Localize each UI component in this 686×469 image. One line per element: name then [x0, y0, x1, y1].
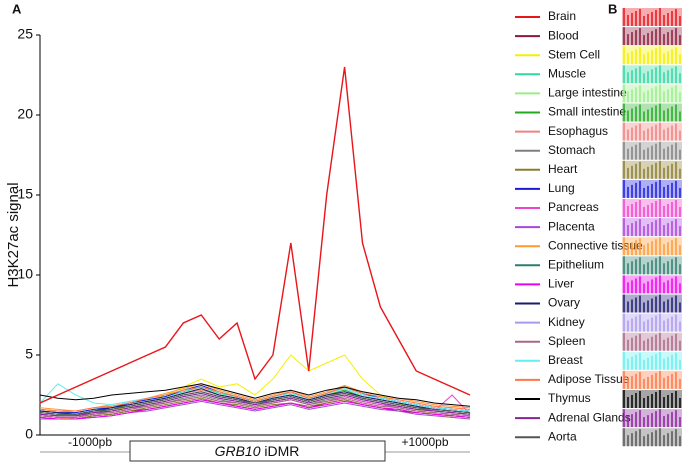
legend-label: Heart [548, 162, 578, 176]
legend-label: Breast [548, 353, 583, 367]
gene-name: GRB10 [215, 443, 261, 459]
annotation: +1000pb [401, 435, 448, 449]
legend-label: Placenta [548, 219, 595, 233]
legend-label: Stem Cell [548, 47, 600, 61]
panel-label: B [608, 1, 617, 16]
legend-label: Stomach [548, 143, 595, 157]
series-line [39, 66, 471, 404]
y-tick-label: 10 [17, 266, 33, 282]
legend-label: Brain [548, 9, 576, 23]
y-tick-label: 0 [25, 426, 33, 442]
legend-label: Aorta [548, 429, 577, 443]
legend-label: Lung [548, 181, 575, 195]
legend-label: Small intestine [548, 105, 626, 119]
legend-label: Liver [548, 277, 574, 291]
annotation: -1000pb [68, 435, 112, 449]
panel-label: A [12, 1, 22, 16]
y-tick-label: 20 [17, 106, 33, 122]
legend-label: Epithelium [548, 257, 604, 271]
legend-label: Spleen [548, 334, 585, 348]
legend-label: Thymus [548, 391, 591, 405]
legend-label: Blood [548, 28, 579, 42]
y-tick-label: 25 [17, 26, 33, 42]
legend-label: Pancreas [548, 200, 599, 214]
y-axis-label: H3K27ac signal [5, 182, 22, 287]
legend-label: Large intestine [548, 86, 627, 100]
series-line [39, 383, 471, 407]
y-tick-label: 5 [25, 346, 33, 362]
legend-label: Esophagus [548, 124, 608, 138]
series-line [39, 396, 471, 418]
series-line [39, 386, 471, 412]
region-name: iDMR [264, 443, 299, 459]
legend-label: Ovary [548, 296, 580, 310]
series-line [39, 391, 471, 415]
y-tick-label: 15 [17, 186, 33, 202]
legend-label: Adipose Tissue [548, 372, 630, 386]
legend-label: Kidney [548, 315, 585, 329]
region-label: GRB10 iDMR [215, 443, 300, 459]
legend-label: Muscle [548, 66, 586, 80]
region-box [129, 440, 386, 462]
legend-label: Adrenal Glands [548, 410, 631, 424]
legend-label: Connective tissue [548, 238, 643, 252]
series-line [39, 399, 471, 420]
series-line [39, 392, 471, 417]
